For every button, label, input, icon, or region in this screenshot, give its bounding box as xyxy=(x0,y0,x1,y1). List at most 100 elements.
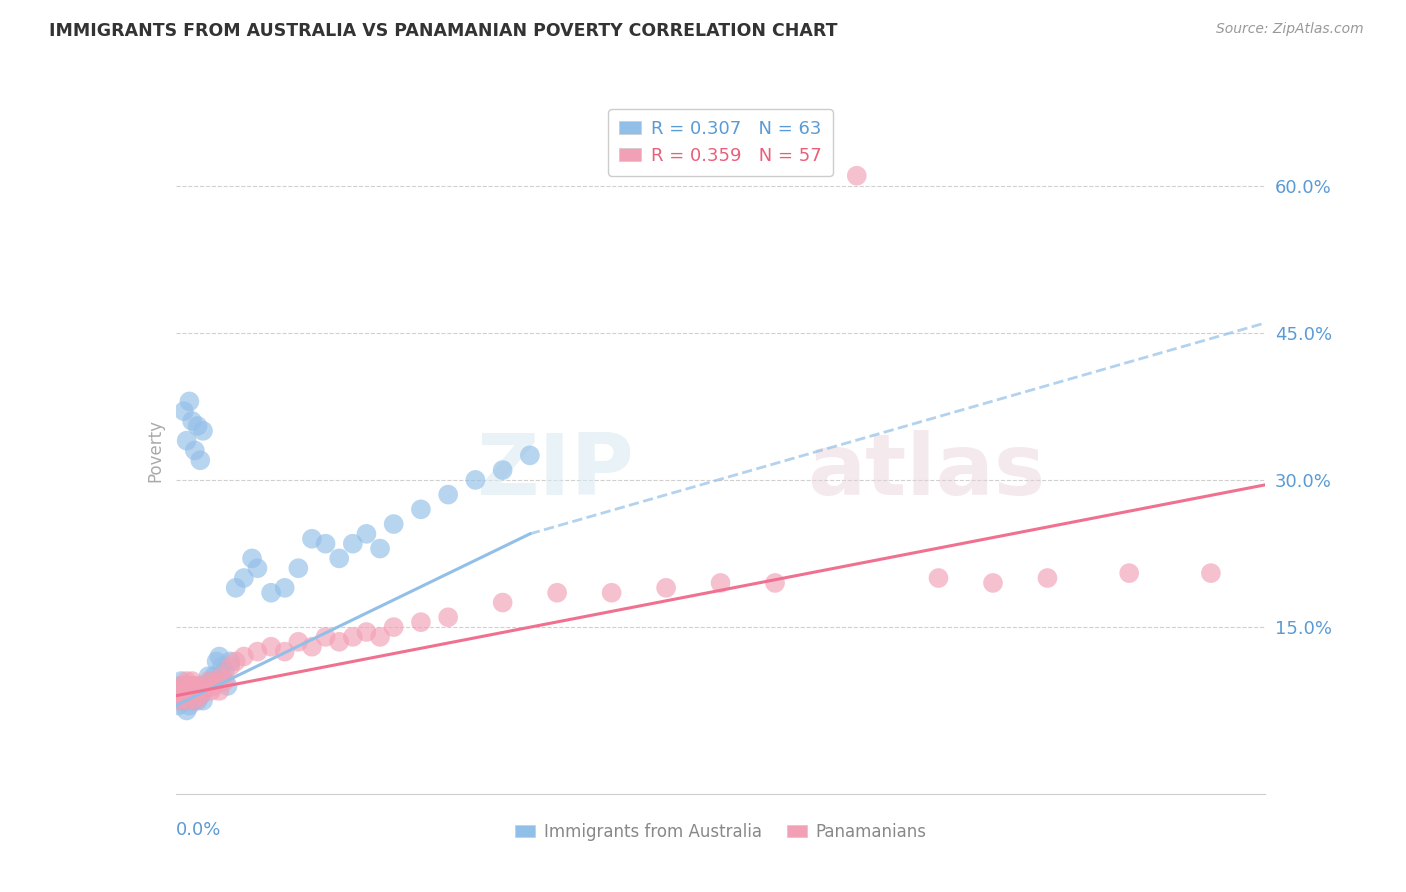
Point xyxy=(211,659,233,673)
Point xyxy=(240,551,263,566)
Point xyxy=(315,537,337,551)
Point xyxy=(315,630,337,644)
Text: ZIP: ZIP xyxy=(475,430,633,513)
Point xyxy=(167,689,190,703)
Point xyxy=(845,169,868,183)
Point xyxy=(1036,571,1059,585)
Point xyxy=(200,683,222,698)
Point xyxy=(328,551,350,566)
Y-axis label: Poverty: Poverty xyxy=(146,419,165,482)
Point xyxy=(382,620,405,634)
Point xyxy=(328,635,350,649)
Point xyxy=(186,694,209,708)
Point xyxy=(600,586,623,600)
Point xyxy=(200,674,222,689)
Point xyxy=(176,694,198,708)
Point xyxy=(368,630,391,644)
Point xyxy=(184,679,207,693)
Point xyxy=(301,532,323,546)
Point xyxy=(437,488,460,502)
Point xyxy=(184,689,207,703)
Point xyxy=(202,679,225,693)
Point xyxy=(176,683,198,698)
Point xyxy=(179,698,201,713)
Point xyxy=(186,683,209,698)
Point xyxy=(464,473,486,487)
Point xyxy=(173,694,195,708)
Point xyxy=(188,689,211,703)
Point xyxy=(181,414,204,428)
Point xyxy=(181,689,204,703)
Point xyxy=(1199,566,1222,581)
Point xyxy=(214,664,236,679)
Point xyxy=(219,655,242,669)
Point xyxy=(202,669,225,683)
Point xyxy=(409,502,432,516)
Point xyxy=(492,596,515,610)
Point xyxy=(211,669,233,683)
Point xyxy=(188,689,211,703)
Point xyxy=(191,694,214,708)
Text: Source: ZipAtlas.com: Source: ZipAtlas.com xyxy=(1216,22,1364,37)
Legend: Immigrants from Australia, Panamanians: Immigrants from Australia, Panamanians xyxy=(509,816,932,847)
Point xyxy=(170,689,193,703)
Point xyxy=(232,649,254,664)
Point xyxy=(184,443,207,458)
Point xyxy=(287,635,309,649)
Point xyxy=(981,576,1004,591)
Point xyxy=(179,679,201,693)
Point xyxy=(246,561,269,575)
Point xyxy=(274,644,297,658)
Point xyxy=(205,674,228,689)
Text: IMMIGRANTS FROM AUSTRALIA VS PANAMANIAN POVERTY CORRELATION CHART: IMMIGRANTS FROM AUSTRALIA VS PANAMANIAN … xyxy=(49,22,838,40)
Point xyxy=(167,683,190,698)
Point xyxy=(194,679,217,693)
Point xyxy=(181,674,204,689)
Point xyxy=(173,679,195,693)
Point xyxy=(208,683,231,698)
Point xyxy=(184,683,207,698)
Point xyxy=(356,624,378,639)
Point xyxy=(409,615,432,630)
Point xyxy=(173,689,195,703)
Point xyxy=(179,394,201,409)
Point xyxy=(225,581,247,595)
Point xyxy=(1118,566,1140,581)
Point xyxy=(170,674,193,689)
Point xyxy=(170,694,193,708)
Point xyxy=(194,679,217,693)
Point xyxy=(260,586,283,600)
Text: atlas: atlas xyxy=(807,430,1046,513)
Point xyxy=(219,659,242,673)
Point xyxy=(186,679,209,693)
Point xyxy=(167,679,190,693)
Point xyxy=(763,576,786,591)
Point xyxy=(170,679,193,693)
Point xyxy=(197,669,219,683)
Point xyxy=(274,581,297,595)
Point xyxy=(167,694,190,708)
Point xyxy=(173,404,195,418)
Point xyxy=(170,683,193,698)
Point xyxy=(191,683,214,698)
Point xyxy=(176,434,198,448)
Point xyxy=(342,537,364,551)
Point xyxy=(217,679,239,693)
Point xyxy=(191,683,214,698)
Point xyxy=(181,679,204,693)
Point xyxy=(205,655,228,669)
Point xyxy=(655,581,678,595)
Text: 0.0%: 0.0% xyxy=(176,822,221,839)
Point xyxy=(356,526,378,541)
Point xyxy=(186,683,209,698)
Point xyxy=(197,674,219,689)
Point xyxy=(176,683,198,698)
Point xyxy=(492,463,515,477)
Point xyxy=(287,561,309,575)
Point xyxy=(519,449,541,463)
Point xyxy=(179,689,201,703)
Point xyxy=(188,679,211,693)
Point xyxy=(170,689,193,703)
Point xyxy=(382,517,405,532)
Point xyxy=(179,679,201,693)
